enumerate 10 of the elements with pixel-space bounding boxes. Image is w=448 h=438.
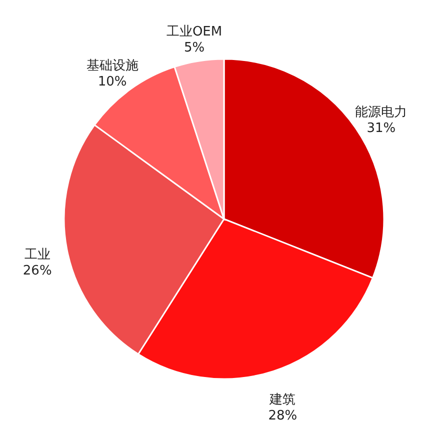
- slice-label: 工业: [24, 248, 50, 263]
- slice-label: 基础设施: [86, 58, 138, 74]
- data-label: 28%: [268, 408, 298, 424]
- data-label: 26%: [22, 264, 52, 279]
- data-label: 5%: [184, 40, 205, 56]
- data-label: 31%: [366, 121, 396, 136]
- slice-label: 能源电力: [355, 105, 408, 120]
- data-label: 10%: [98, 74, 127, 90]
- slice-label: 建筑: [268, 392, 296, 408]
- slice-label: 工业OEM: [166, 24, 222, 40]
